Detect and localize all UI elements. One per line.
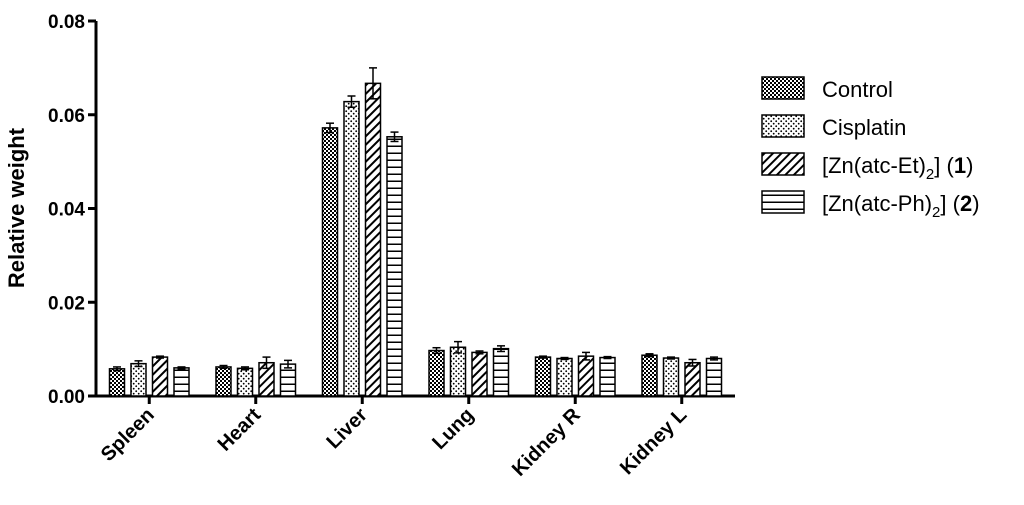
error-bar: [582, 351, 590, 361]
legend-item: [Zn(atc-Et)2] (1): [761, 152, 973, 183]
legend-label: [Zn(atc-Et)2] (1): [822, 153, 973, 183]
legend-item: Control: [761, 76, 893, 102]
error-bar: [284, 359, 292, 369]
bars-group: [108, 67, 723, 397]
bar-liver-3: [364, 82, 382, 397]
error-bar: [347, 95, 356, 108]
error-bar: [539, 355, 547, 359]
error-bar: [603, 355, 612, 360]
legend-swatch: [761, 152, 805, 176]
error-bar: [475, 350, 484, 355]
bar-kidney-r-4: [599, 356, 616, 397]
bar-spleen-1: [108, 368, 126, 397]
error-bar: [134, 360, 143, 368]
legend-label: Control: [822, 77, 893, 102]
legend: Control Cisplatin [Zn(atc-Et)2] (1) [Zn(atc…: [761, 76, 980, 221]
category-label: Lung: [428, 404, 478, 454]
y-tick-label: 0.06: [48, 106, 85, 127]
bar-spleen-2: [130, 362, 147, 397]
y-tick-label: 0.08: [48, 12, 85, 33]
error-bar: [645, 353, 654, 358]
category-label: Spleen: [97, 404, 159, 466]
legend-label: [Zn(atc-Ph)2] (2): [822, 191, 980, 221]
category-label: Kidney R: [508, 404, 585, 481]
bar-kidney-l-3: [684, 361, 701, 397]
bar-lung-3: [471, 351, 488, 397]
bar-heart-1: [215, 366, 232, 397]
bar-kidney-l-4: [705, 357, 723, 397]
error-bar: [390, 131, 399, 143]
y-axis-label: Relative weight: [4, 127, 29, 288]
error-bar: [262, 356, 271, 370]
bar-heart-4: [279, 363, 297, 397]
y-tick-label: 0.04: [48, 200, 85, 221]
legend-swatch: [761, 190, 805, 214]
error-bar: [219, 364, 228, 370]
error-bar: [326, 122, 334, 134]
bar-liver-2: [343, 100, 360, 397]
category-label: Heart: [214, 404, 266, 456]
error-bar: [688, 358, 697, 367]
error-bar: [560, 356, 569, 361]
error-bar: [156, 355, 164, 359]
bar-lung-4: [492, 347, 510, 397]
bar-lung-2: [449, 346, 467, 397]
bar-heart-2: [236, 367, 254, 397]
legend-swatch: [761, 114, 805, 138]
category-label: Liver: [322, 404, 372, 454]
bar-spleen-3: [151, 356, 169, 397]
bar-kidney-l-2: [662, 357, 680, 397]
error-bar: [667, 356, 675, 360]
error-bar: [241, 366, 249, 371]
legend-label: Cisplatin: [822, 115, 906, 140]
bar-kidney-r-2: [556, 357, 573, 397]
bar-kidney-r-3: [577, 355, 595, 397]
bar-lung-1: [428, 349, 445, 397]
legend-swatch: [761, 76, 805, 100]
legend-item: Cisplatin: [761, 114, 906, 140]
bar-kidney-l-1: [641, 354, 658, 397]
bar-liver-4: [386, 136, 403, 397]
error-bar: [432, 346, 441, 355]
error-bar: [454, 340, 462, 354]
error-bar: [710, 356, 718, 361]
y-tick-label: 0.02: [48, 293, 85, 314]
error-bar: [113, 366, 121, 372]
category-label: Kidney L: [616, 404, 691, 479]
bar-spleen-4: [173, 367, 190, 397]
bar-liver-1: [321, 127, 339, 397]
error-bar: [177, 366, 186, 370]
legend-item: [Zn(atc-Ph)2] (2): [761, 190, 980, 221]
error-bar: [369, 67, 377, 100]
bar-kidney-r-1: [534, 356, 552, 397]
error-bar: [497, 345, 505, 353]
y-tick-label: 0.00: [48, 387, 85, 408]
